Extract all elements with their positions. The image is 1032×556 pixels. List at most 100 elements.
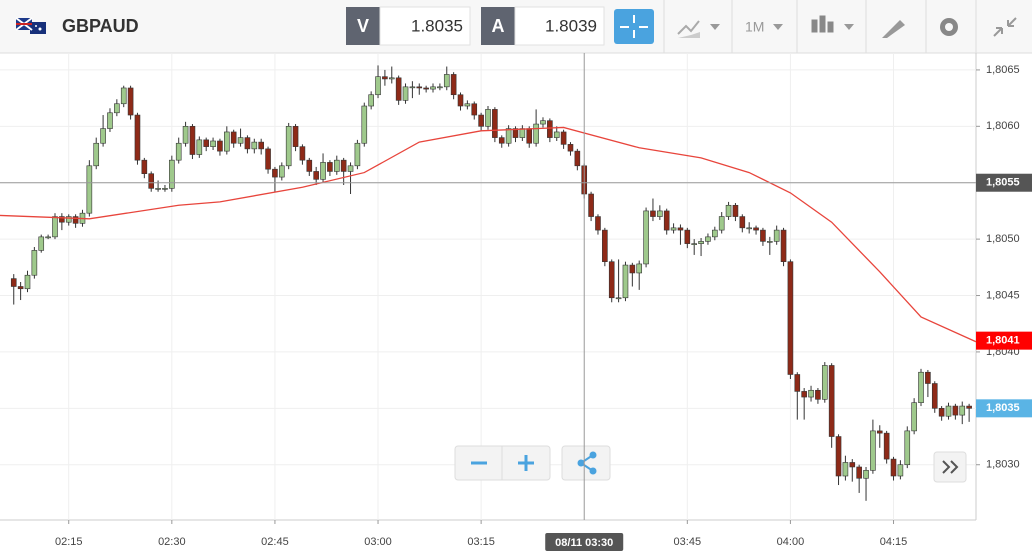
candle-body <box>464 103 471 107</box>
candle-body <box>24 274 31 290</box>
candle-body <box>533 123 539 144</box>
candle-body <box>375 76 381 96</box>
candle-body <box>313 171 319 180</box>
candle-body <box>622 264 629 299</box>
candle-body <box>279 165 285 178</box>
bid-button[interactable] <box>346 7 380 45</box>
candle-body <box>966 405 972 409</box>
bid-label: V <box>357 16 369 36</box>
candle-body <box>224 131 230 152</box>
candle-body <box>842 462 849 477</box>
x-tick-label: 04:15 <box>880 536 908 548</box>
candle-body <box>670 227 677 231</box>
candle-body <box>540 120 546 125</box>
moving-average <box>0 126 977 343</box>
timeframe[interactable]: 1M <box>745 19 764 35</box>
candle-body <box>498 137 505 144</box>
y-tick-label: 1,8065 <box>986 64 1020 76</box>
candle-body <box>767 241 773 243</box>
candle-body <box>918 371 924 403</box>
candle-body <box>333 159 340 172</box>
ask-price: 1.8039 <box>545 16 597 35</box>
candle-body <box>657 210 663 217</box>
candle-body <box>237 137 244 144</box>
timeframe-caret <box>773 24 783 30</box>
share-button[interactable] <box>561 445 611 481</box>
draw-tool-button[interactable] <box>882 20 905 38</box>
candle-body <box>526 128 533 144</box>
candle-body <box>705 236 711 242</box>
candle-body <box>725 204 732 217</box>
candle-body <box>354 142 361 167</box>
candle-body <box>141 159 148 174</box>
candle-body <box>574 150 581 167</box>
candle-body <box>945 405 952 417</box>
collapse-button[interactable] <box>993 17 1017 37</box>
candle-body <box>292 126 299 147</box>
candle-body <box>636 263 643 274</box>
candle-body <box>210 140 216 147</box>
candle-body <box>595 216 601 231</box>
crosshair-x-box <box>545 533 624 551</box>
candle-body <box>677 227 684 231</box>
candle-body <box>120 87 127 105</box>
last-price-label: 1,8035 <box>986 402 1020 414</box>
candle-body <box>560 131 567 145</box>
candle-body <box>162 188 168 190</box>
candle-body <box>388 77 395 80</box>
candle-body <box>629 264 636 274</box>
ask-button[interactable] <box>481 7 515 45</box>
candle-body <box>718 216 725 231</box>
candle-body <box>182 126 189 144</box>
candle-body <box>430 86 436 90</box>
candle-body <box>409 86 416 89</box>
candle-body <box>45 236 51 239</box>
candle-body <box>203 139 209 147</box>
zoom-in-button[interactable] <box>518 455 534 471</box>
y-tick-label: 1,8030 <box>986 459 1020 471</box>
candle-body <box>437 86 443 89</box>
candle-body <box>615 297 622 300</box>
candle-body <box>148 173 155 189</box>
candle-body <box>794 374 801 392</box>
candle-body <box>31 250 38 276</box>
candle-body <box>712 229 718 238</box>
candle-type-button[interactable] <box>811 15 854 33</box>
candle-body <box>17 286 24 290</box>
symbol: GBPAUD <box>62 16 139 36</box>
x-tick-label: 02:30 <box>158 536 186 548</box>
candle-body <box>876 430 883 434</box>
ask-box <box>514 6 605 46</box>
candle-body <box>547 120 553 138</box>
settings-button[interactable] <box>940 18 958 36</box>
candle-body <box>938 408 945 417</box>
chart-type-button[interactable] <box>677 20 720 38</box>
candle-body <box>931 383 938 409</box>
candle-body <box>553 131 560 138</box>
candle-body <box>306 159 313 172</box>
candle-body <box>492 109 498 138</box>
candle-body <box>327 162 333 172</box>
candle-body <box>72 216 79 224</box>
candle-body <box>127 87 134 116</box>
scroll-end-button[interactable] <box>933 451 967 483</box>
crosshair-y-label: 1,8055 <box>986 177 1020 189</box>
candle-body <box>196 139 203 155</box>
candle-body <box>588 193 594 217</box>
bid-price: 1.8035 <box>411 16 463 35</box>
candle-body <box>107 112 113 129</box>
candle-body <box>251 141 258 150</box>
candle-body <box>86 165 93 214</box>
y-tick-label: 1,8045 <box>986 289 1020 301</box>
toolbar: GBPAUD V 1.8035 A 1.8039 1M <box>0 0 1032 54</box>
candle-body <box>93 142 100 167</box>
ma-price-box <box>976 331 1032 350</box>
candle-body <box>450 74 457 96</box>
overlay: 08/11 03:30 1,8055 1,8041 1,8035 <box>0 53 1032 551</box>
crosshair-button[interactable] <box>614 9 654 44</box>
candle-body <box>746 227 752 230</box>
candle-body <box>505 128 512 144</box>
candle-body <box>753 227 759 231</box>
candle-body <box>959 405 966 416</box>
